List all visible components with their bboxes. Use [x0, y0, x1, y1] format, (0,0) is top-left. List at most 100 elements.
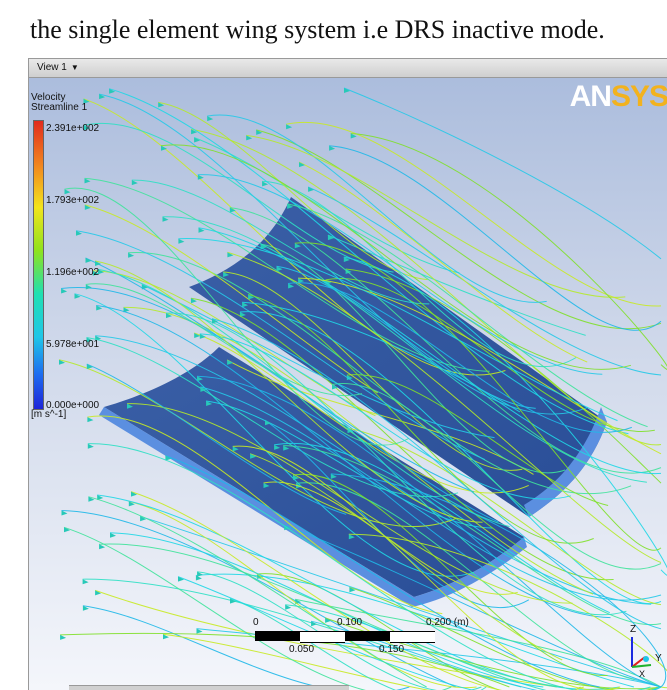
streamline-arrow [83, 125, 90, 131]
legend-value-max: 2.391e+002 [46, 123, 100, 134]
streamline-arrow [232, 446, 239, 452]
main-plane-surface [104, 347, 524, 597]
legend-value-2: 1.793e+002 [46, 195, 100, 206]
streamline-arrow [207, 116, 214, 122]
streamline-arrow [60, 634, 67, 640]
streamline [191, 128, 662, 446]
streamline-arrow [350, 133, 357, 139]
streamline-arrow [329, 145, 336, 151]
streamline [61, 510, 457, 688]
streamline [232, 445, 621, 690]
streamline [85, 283, 363, 397]
streamline [99, 543, 564, 688]
streamline-arrow [110, 532, 116, 538]
streamline [349, 586, 662, 690]
streamline [257, 573, 581, 690]
streamline [285, 121, 662, 307]
streamline [162, 216, 647, 483]
streamline-arrow [197, 376, 203, 382]
streamline [199, 333, 571, 500]
streamline-arrow [61, 288, 68, 294]
streamline [178, 238, 618, 422]
streamline-arrow [345, 269, 352, 274]
streamline [162, 633, 662, 690]
streamline-arrow [165, 455, 172, 461]
streamline-arrow [191, 129, 198, 135]
streamline-arrow [200, 386, 207, 392]
streamline-arrow [256, 129, 263, 135]
streamline-arrow [344, 88, 350, 93]
figure-caption: the single element wing system i.e DRS i… [30, 15, 605, 44]
streamline-arrow [74, 293, 81, 299]
streamline-arrow [61, 510, 68, 516]
streamline-arrow [212, 318, 218, 324]
streamline [87, 415, 443, 615]
streamline [123, 306, 594, 595]
streamline-arrow [285, 604, 292, 610]
streamline [229, 598, 487, 690]
streamline-arrow [85, 284, 92, 290]
view-tab-label: View 1 [37, 62, 67, 73]
streamline-arrow [190, 298, 197, 304]
streamline-arrow [84, 178, 91, 184]
view-tab[interactable]: View 1 ▼ [29, 59, 667, 78]
streamline [295, 598, 662, 688]
streamline [83, 98, 506, 376]
streamline-arrow [293, 475, 299, 481]
streamline-arrow [194, 137, 201, 143]
streamline [58, 359, 456, 527]
chevron-down-icon[interactable]: ▼ [70, 63, 79, 72]
streamline-arrow [298, 278, 305, 284]
streamline-arrow [96, 305, 103, 311]
streamline-arrow [131, 491, 137, 497]
streamline [97, 268, 510, 528]
streamline [294, 242, 662, 551]
streamline [343, 87, 662, 260]
streamline [94, 260, 483, 523]
streamline-arrow [311, 621, 318, 627]
streamline-arrow [262, 181, 269, 187]
streamline [99, 93, 589, 415]
streamline-arrow [263, 483, 270, 488]
streamline-arrow [82, 605, 89, 611]
streamline [262, 180, 577, 367]
streamline-arrow [95, 261, 101, 266]
scale-label-0150: 0.150 [379, 644, 405, 655]
streamline-arrow [196, 628, 203, 634]
streamline-arrow [327, 235, 334, 241]
streamline-arrow [250, 453, 257, 459]
streamline [177, 576, 661, 690]
streamline-render[interactable]: Z X Y [29, 77, 667, 690]
streamline-arrow [265, 420, 271, 426]
streamline [285, 604, 662, 690]
streamline [88, 496, 427, 688]
streamline-arrow [286, 124, 293, 130]
streamline-arrow [158, 102, 165, 108]
streamline [87, 443, 651, 690]
streamline [131, 179, 430, 305]
streamline [160, 144, 632, 370]
streamline [165, 455, 600, 688]
streamline-arrow [166, 313, 172, 319]
streamline-arrow [162, 216, 169, 222]
streamline-arrow [325, 617, 332, 623]
streamline [75, 230, 486, 461]
streamline [296, 482, 635, 681]
streamline [207, 114, 547, 303]
streamline [329, 145, 662, 331]
streamline-arrow [82, 579, 89, 585]
streamline [190, 297, 614, 581]
streamline [223, 271, 523, 471]
streamline-arrow [131, 180, 138, 186]
streamline [246, 134, 626, 298]
streamline [128, 252, 632, 494]
streamline [193, 137, 460, 274]
streamline-arrow [198, 227, 205, 233]
streamline-arrow [230, 598, 236, 604]
streamline [288, 282, 632, 433]
streamline-arrow [83, 98, 90, 104]
scale-label-0: 0 [253, 617, 259, 628]
streamline-arrow [348, 534, 355, 540]
streamline-arrow [227, 252, 234, 258]
cfd-viewport[interactable]: View 1 ▼ Z X Y ANSYS Velocity Strea [28, 58, 667, 690]
